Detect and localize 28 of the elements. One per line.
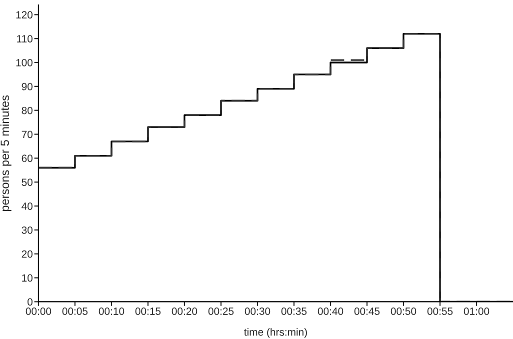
x-tick-label: 00:30 xyxy=(244,308,270,315)
x-tick-label: 00:45 xyxy=(354,308,380,315)
y-tick-label: 120 xyxy=(16,11,33,19)
x-axis-title: time (hrs:min) xyxy=(244,328,307,338)
x-tick-label: 00:40 xyxy=(318,308,344,315)
x-tick-label: 00:55 xyxy=(427,308,453,315)
x-tick-label: 00:35 xyxy=(281,308,307,315)
x-tick-label: 00:20 xyxy=(172,308,198,315)
y-tick-label: 50 xyxy=(22,178,33,186)
y-tick-label: 80 xyxy=(22,106,33,114)
y-tick-label: 90 xyxy=(22,82,33,90)
y-tick-label: 110 xyxy=(17,35,33,42)
y-axis-title: persons per 5 minutes xyxy=(0,95,12,212)
y-tick-label: 10 xyxy=(22,274,33,282)
y-tick-label: 40 xyxy=(22,202,33,210)
x-tick-label: 00:50 xyxy=(390,308,416,315)
x-tick-label: 00:10 xyxy=(98,308,124,315)
y-tick-label: 60 xyxy=(22,154,33,162)
x-tick-label: 00:15 xyxy=(135,308,161,315)
y-tick-label: 30 xyxy=(22,226,33,234)
x-tick-label: 01:00 xyxy=(464,308,490,315)
y-tick-label: 100 xyxy=(16,58,33,66)
y-tick-label: 20 xyxy=(22,250,33,258)
y-tick-label: 70 xyxy=(22,130,33,138)
x-tick-label: 00:00 xyxy=(26,308,52,315)
x-tick-label: 00:25 xyxy=(208,308,234,315)
x-tick-label: 00:05 xyxy=(62,308,88,315)
y-tick-label: 0 xyxy=(28,298,33,306)
